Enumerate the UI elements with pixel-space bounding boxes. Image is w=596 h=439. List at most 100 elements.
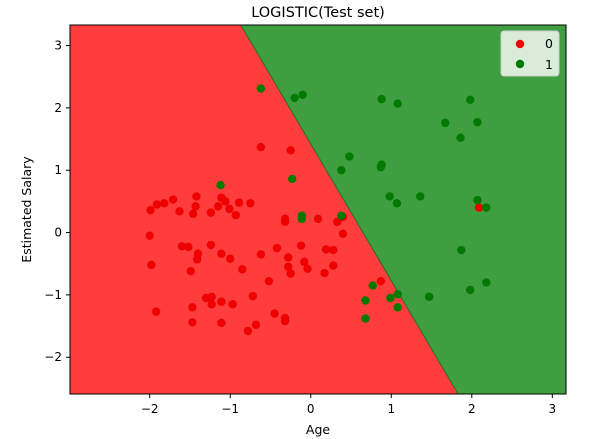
data-point-class-1 — [465, 95, 475, 104]
data-point-class-0 — [256, 250, 266, 259]
legend-box — [500, 30, 560, 77]
data-point-class-1 — [337, 211, 346, 220]
legend-marker-class-0 — [515, 39, 525, 49]
x-tick-label: 2 — [468, 402, 476, 416]
data-point-class-1 — [385, 192, 394, 201]
data-point-class-1 — [482, 278, 491, 287]
data-point-class-0 — [303, 264, 312, 273]
y-tick-label: −1 — [44, 288, 62, 302]
data-point-class-1 — [345, 152, 354, 161]
data-point-class-0 — [221, 197, 230, 206]
plot-frame — [69, 24, 567, 395]
data-point-class-1 — [361, 296, 370, 305]
data-point-class-1 — [377, 94, 386, 104]
data-point-class-0 — [246, 199, 255, 208]
data-point-class-1 — [298, 90, 307, 100]
data-point-class-1 — [456, 133, 465, 143]
axis-ticks: −2 −1 0 1 2 3 −2 −1 0 1 2 3 — [44, 39, 556, 416]
decision-boundary-line — [240, 24, 459, 395]
data-point-class-0 — [231, 210, 241, 220]
data-point-class-0 — [238, 265, 247, 274]
data-point-class-0 — [243, 326, 253, 336]
data-point-class-0 — [192, 192, 201, 201]
data-point-class-1 — [416, 192, 425, 201]
data-point-class-0 — [213, 202, 223, 211]
data-point-class-0 — [186, 267, 195, 276]
data-point-class-0 — [152, 200, 162, 209]
data-point-class-0 — [280, 214, 290, 224]
data-point-class-0 — [320, 268, 329, 278]
data-point-class-0 — [321, 245, 331, 254]
scatter-points — [145, 84, 491, 336]
x-tick-label: 1 — [387, 402, 395, 416]
data-point-class-1 — [297, 214, 307, 224]
data-point-class-0 — [177, 242, 187, 251]
data-point-class-1 — [392, 199, 402, 208]
data-point-class-1 — [393, 99, 402, 108]
data-point-class-1 — [256, 84, 266, 93]
y-axis-label: Estimated Salary — [19, 156, 34, 263]
data-point-class-0 — [206, 208, 216, 217]
plot-area — [70, 24, 566, 395]
data-point-class-0 — [217, 297, 226, 306]
data-point-class-0 — [234, 198, 244, 207]
data-point-class-0 — [207, 300, 216, 309]
data-point-class-0 — [270, 309, 279, 318]
data-point-class-0 — [329, 261, 338, 270]
data-point-class-0 — [217, 318, 226, 328]
data-point-class-0 — [272, 243, 282, 253]
data-point-class-0 — [160, 199, 169, 208]
data-point-class-0 — [145, 231, 154, 240]
data-point-class-0 — [217, 249, 226, 258]
data-point-class-1 — [424, 292, 434, 301]
x-axis-label: Age — [306, 422, 330, 437]
data-point-class-0 — [284, 253, 293, 262]
y-tick-label: −2 — [44, 350, 62, 364]
y-tick-label: 3 — [54, 39, 62, 53]
y-tick-label: 2 — [54, 101, 62, 115]
x-tick-label: −1 — [221, 402, 239, 416]
data-point-class-0 — [146, 205, 155, 215]
data-point-class-0 — [313, 214, 323, 224]
data-point-class-0 — [286, 269, 295, 278]
data-point-class-0 — [296, 241, 306, 250]
data-point-class-1 — [361, 314, 370, 323]
y-tick-label: 0 — [54, 226, 62, 240]
data-point-class-0 — [188, 209, 198, 219]
y-tick-label: 1 — [54, 163, 62, 177]
legend: 0 1 — [500, 30, 560, 77]
data-point-class-0 — [147, 260, 156, 270]
data-point-class-1 — [337, 166, 346, 175]
data-point-class-1 — [290, 93, 299, 103]
data-point-class-1 — [386, 293, 395, 303]
x-tick-label: 3 — [548, 402, 556, 416]
data-point-class-0 — [206, 240, 216, 250]
decision-region-class-0 — [70, 25, 459, 394]
data-point-class-1 — [368, 281, 377, 290]
data-point-class-1 — [216, 180, 225, 190]
data-point-class-0 — [207, 292, 216, 301]
data-point-class-0 — [338, 229, 348, 239]
legend-label-class-0: 0 — [545, 36, 553, 51]
data-point-class-1 — [473, 118, 482, 127]
data-point-class-0 — [256, 142, 266, 152]
data-point-class-0 — [151, 307, 161, 316]
data-point-class-0 — [228, 300, 237, 309]
data-point-class-0 — [175, 207, 184, 216]
legend-marker-class-1 — [515, 59, 525, 69]
data-point-class-1 — [377, 160, 386, 169]
data-point-class-0 — [284, 262, 293, 272]
data-point-class-0 — [376, 276, 386, 286]
data-point-class-0 — [184, 242, 193, 252]
data-point-class-1 — [465, 285, 475, 295]
data-point-class-0 — [248, 291, 257, 301]
legend-label-class-1: 1 — [545, 57, 553, 72]
data-point-class-1 — [288, 174, 297, 184]
data-point-class-0 — [329, 245, 338, 255]
data-point-class-0 — [300, 257, 309, 267]
data-point-class-1 — [393, 303, 402, 312]
data-point-class-1 — [441, 118, 450, 128]
data-point-class-0 — [168, 195, 178, 204]
data-point-class-1 — [457, 245, 466, 255]
